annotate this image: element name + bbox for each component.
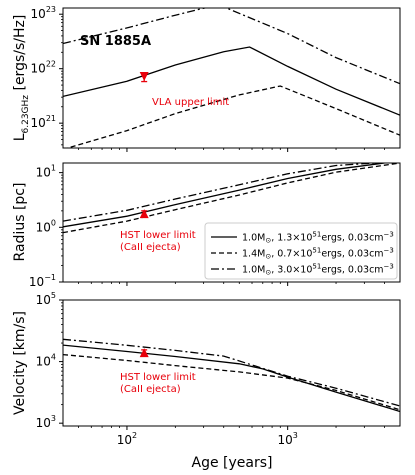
radius-series-solid [63, 163, 385, 228]
luminosity-panel: 1021 1022 1023 SN 1885A VLA upper limit L6… [12, 5, 401, 152]
legend-label: 1.4M⊙, 0.7×1051ergs, 0.03cm−3 [242, 247, 394, 261]
velocity-series-dashdot [63, 338, 400, 407]
luminosity-annotation [139, 71, 149, 83]
legend-frame [204, 222, 398, 280]
velocity-annotation [139, 348, 149, 358]
luminosity-ylabel-sub: 6.23GHz [21, 95, 31, 134]
xtick-label: 102 [117, 431, 137, 447]
legend: 1.0M⊙, 1.3×1051ergs, 0.03cm−3 1.4M⊙, 0.7×… [204, 222, 398, 280]
velocity-hst-label-line1: HST lower limit [120, 372, 196, 383]
luminosity-series-dashed [65, 85, 400, 148]
velocity-series [63, 338, 400, 413]
velocity-ytick-label: 104 [36, 353, 56, 369]
velocity-limit-marker [139, 348, 149, 358]
luminosity-axis-ticks: 1021 1022 1023 [31, 5, 385, 152]
radius-panel: 10−1 100 101 HST lower limit (CaII ejecta)… [12, 162, 401, 289]
luminosity-y-axis-label: L6.23GHz [ergs/s/Hz] [12, 15, 31, 142]
radius-series-dashed [63, 163, 400, 234]
radius-ytick-label: 101 [36, 164, 56, 180]
luminosity-ytick-label: 1022 [31, 60, 56, 76]
radius-hst-label-line2: (CaII ejecta) [120, 242, 181, 253]
vla-upper-limit-label: VLA upper limit [152, 97, 229, 108]
x-axis-label: Age [years] [192, 455, 273, 471]
velocity-series-dashed [63, 353, 400, 411]
luminosity-series-solid [63, 46, 400, 116]
luminosity-ylabel-unit: [ergs/s/Hz] [12, 15, 28, 95]
velocity-series-solid [63, 344, 400, 413]
velocity-panel: 103 104 105 102 103 HST lower limit (CaII ej… [12, 291, 401, 471]
velocity-axes-frame [62, 299, 401, 427]
luminosity-ylabel-main: L [12, 133, 28, 141]
legend-items: 1.0M⊙, 1.3×1051ergs, 0.03cm−3 1.4M⊙, 0.7×… [211, 231, 394, 277]
velocity-y-axis-label: Velocity [km/s] [12, 311, 28, 415]
velocity-ytick-label: 105 [36, 291, 56, 307]
velocity-ytick-label: 103 [36, 414, 56, 430]
radius-ytick-label: 10−1 [29, 273, 56, 289]
velocity-hst-label-line2: (CaII ejecta) [120, 384, 181, 395]
radius-ytick-label: 100 [36, 218, 56, 234]
legend-label: 1.0M⊙, 3.0×1051ergs, 0.03cm−3 [242, 263, 394, 277]
velocity-axis-ticks: 103 104 105 102 103 [36, 291, 385, 447]
legend-label: 1.0M⊙, 1.3×1051ergs, 0.03cm−3 [242, 231, 394, 245]
luminosity-series [63, 8, 400, 148]
figure-label: SN 1885A [80, 34, 151, 49]
radius-series [63, 163, 400, 234]
luminosity-limit-marker [139, 71, 149, 81]
luminosity-axes-frame [62, 7, 401, 149]
xtick-label: 103 [277, 431, 297, 447]
luminosity-ytick-label: 1023 [31, 5, 56, 21]
radius-axes-frame [62, 162, 401, 283]
radius-y-axis-label: Radius [pc] [12, 183, 28, 262]
radius-hst-label-line1: HST lower limit [120, 230, 196, 241]
radius-limit-marker [139, 209, 149, 219]
radius-series-dashdot [63, 163, 376, 222]
luminosity-ytick-label: 1021 [31, 114, 56, 130]
luminosity-series-dashdot [63, 8, 400, 85]
radius-annotation [139, 209, 149, 219]
